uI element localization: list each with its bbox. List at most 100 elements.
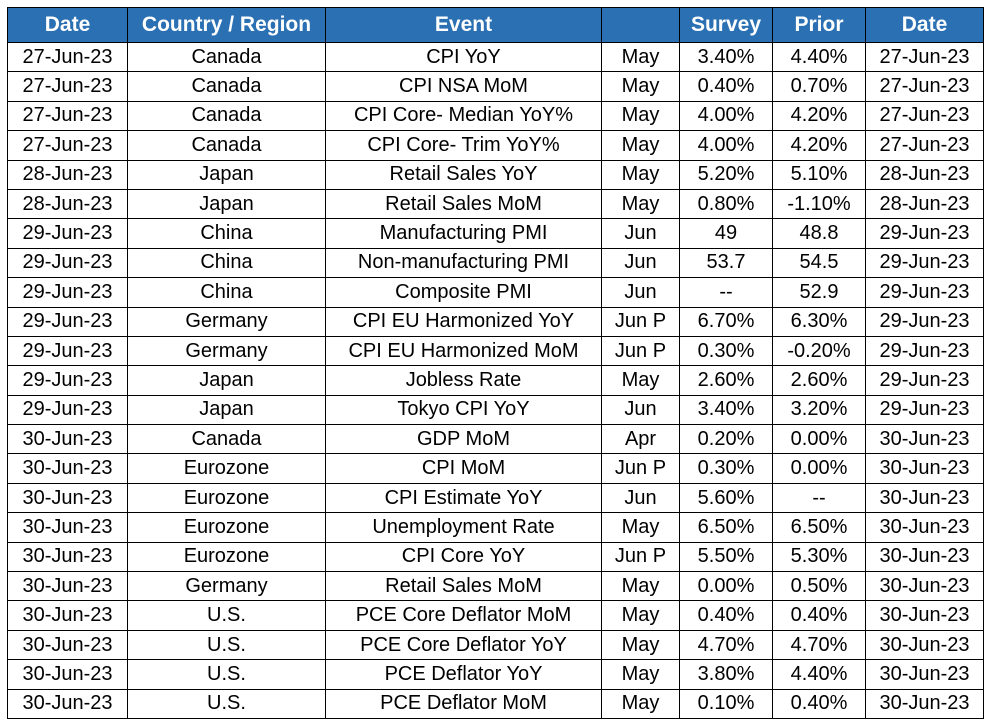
table-cell: Manufacturing PMI	[325, 218, 602, 249]
table-row: 29-Jun-23 China Non-manufacturing PMI Jun 53…	[7, 247, 984, 279]
table-cell: 53.7	[679, 247, 773, 279]
table-row: 27-Jun-23 Canada CPI Core- Median YoY% May 4…	[7, 100, 984, 132]
table-cell: Canada	[127, 41, 326, 73]
table-cell: Composite PMI	[325, 277, 602, 308]
table-body: 27-Jun-23 Canada CPI YoY May 3.40% 4.40% 27-Ju…	[7, 41, 984, 719]
table-cell: Germany	[127, 306, 326, 337]
table-cell: May	[601, 188, 680, 220]
table-cell: PCE Deflator MoM	[325, 688, 602, 719]
table-cell: 30-Jun-23	[7, 600, 128, 631]
table-cell: Canada	[127, 424, 326, 455]
table-cell: 27-Jun-23	[7, 41, 128, 73]
table-cell: Tokyo CPI YoY	[325, 394, 602, 426]
table-row: 30-Jun-23 Germany Retail Sales MoM May 0.00%…	[7, 571, 984, 602]
table-cell: 29-Jun-23	[7, 365, 128, 396]
header-cell: Country / Region	[127, 7, 326, 43]
table-cell: May	[601, 659, 680, 690]
table-cell: 4.20%	[772, 130, 866, 161]
table-cell: Jun P	[601, 306, 680, 337]
table-row: 29-Jun-23 Germany CPI EU Harmonized YoY Jun…	[7, 306, 984, 337]
table-cell: 28-Jun-23	[7, 188, 128, 220]
table-row: 30-Jun-23 U.S. PCE Deflator YoY May 3.80% 4.4…	[7, 659, 984, 690]
table-cell: Eurozone	[127, 453, 326, 484]
table-cell: 30-Jun-23	[7, 482, 128, 514]
table-cell: Jun	[601, 394, 680, 426]
table-cell: U.S.	[127, 688, 326, 719]
table-row: 29-Jun-23 Japan Tokyo CPI YoY Jun 3.40% 3.20%…	[7, 394, 984, 426]
table-cell: CPI EU Harmonized YoY	[325, 306, 602, 337]
table-cell: 0.40%	[679, 71, 773, 102]
table-cell: 27-Jun-23	[7, 130, 128, 161]
table-cell: CPI Core- Trim YoY%	[325, 130, 602, 161]
table-cell: 29-Jun-23	[7, 306, 128, 337]
table-cell: 29-Jun-23	[865, 277, 984, 308]
table-cell: 30-Jun-23	[7, 512, 128, 543]
table-cell: May	[601, 629, 680, 661]
table-row: 29-Jun-23 Germany CPI EU Harmonized MoM Jun…	[7, 335, 984, 367]
table-row: 30-Jun-23 Eurozone Unemployment Rate May 6.5…	[7, 512, 984, 543]
table-cell: 29-Jun-23	[7, 394, 128, 426]
header-cell-blank	[601, 7, 680, 43]
table-cell: China	[127, 247, 326, 279]
table-cell: CPI MoM	[325, 453, 602, 484]
table-cell: 4.40%	[772, 41, 866, 73]
table-cell: 0.10%	[679, 688, 773, 719]
table-row: 27-Jun-23 Canada CPI YoY May 3.40% 4.40% 27-Ju…	[7, 41, 984, 73]
table-cell: 30-Jun-23	[865, 688, 984, 719]
table-cell: 3.20%	[772, 394, 866, 426]
table-cell: Eurozone	[127, 482, 326, 514]
table-cell: May	[601, 71, 680, 102]
table-cell: 27-Jun-23	[865, 41, 984, 73]
table-cell: 0.30%	[679, 453, 773, 484]
table-cell: Canada	[127, 71, 326, 102]
table-row: 29-Jun-23 China Composite PMI Jun -- 52.9 29-J…	[7, 277, 984, 308]
table-cell: U.S.	[127, 659, 326, 690]
table-cell: Jun P	[601, 453, 680, 484]
table-cell: 5.20%	[679, 159, 773, 190]
table-row: 30-Jun-23 U.S. PCE Core Deflator YoY May 4.7…	[7, 629, 984, 661]
table-cell: 30-Jun-23	[865, 629, 984, 661]
table-cell: Jun P	[601, 335, 680, 367]
calendar-table: Date Country / Region Event Survey Prior Date…	[7, 7, 984, 719]
table-cell: Jobless Rate	[325, 365, 602, 396]
table-cell: CPI YoY	[325, 41, 602, 73]
table-row: 30-Jun-23 Eurozone CPI Core YoY Jun P 5.50% 5…	[7, 541, 984, 573]
table-cell: 27-Jun-23	[7, 100, 128, 132]
table-cell: May	[601, 159, 680, 190]
table-cell: Japan	[127, 188, 326, 220]
table-cell: 5.50%	[679, 541, 773, 573]
table-cell: 4.20%	[772, 100, 866, 132]
table-row: 28-Jun-23 Japan Retail Sales YoY May 5.20% 5.…	[7, 159, 984, 190]
table-cell: 30-Jun-23	[865, 541, 984, 573]
table-cell: Canada	[127, 130, 326, 161]
table-cell: Germany	[127, 335, 326, 367]
table-cell: 48.8	[772, 218, 866, 249]
table-cell: 5.10%	[772, 159, 866, 190]
table-cell: 3.40%	[679, 41, 773, 73]
table-cell: 29-Jun-23	[865, 306, 984, 337]
table-cell: 30-Jun-23	[865, 424, 984, 455]
table-cell: 6.70%	[679, 306, 773, 337]
table-cell: 29-Jun-23	[865, 335, 984, 367]
table-cell: 29-Jun-23	[7, 335, 128, 367]
table-cell: May	[601, 571, 680, 602]
table-cell: Japan	[127, 365, 326, 396]
table-cell: 3.80%	[679, 659, 773, 690]
table-cell: 52.9	[772, 277, 866, 308]
table-cell: 30-Jun-23	[865, 482, 984, 514]
table-cell: 6.50%	[679, 512, 773, 543]
table-row: 30-Jun-23 Canada GDP MoM Apr 0.20% 0.00% 30-Ju…	[7, 424, 984, 455]
table-row: 29-Jun-23 China Manufacturing PMI Jun 49 48.8…	[7, 218, 984, 249]
table-cell: 2.60%	[679, 365, 773, 396]
table-cell: May	[601, 130, 680, 161]
table-cell: Retail Sales MoM	[325, 188, 602, 220]
table-cell: U.S.	[127, 629, 326, 661]
table-cell: 5.60%	[679, 482, 773, 514]
table-cell: Eurozone	[127, 541, 326, 573]
table-cell: 2.60%	[772, 365, 866, 396]
table-cell: GDP MoM	[325, 424, 602, 455]
header-row: Date Country / Region Event Survey Prior Date	[7, 7, 984, 43]
table-cell: Apr	[601, 424, 680, 455]
table-cell: 27-Jun-23	[7, 71, 128, 102]
table-cell: 0.30%	[679, 335, 773, 367]
